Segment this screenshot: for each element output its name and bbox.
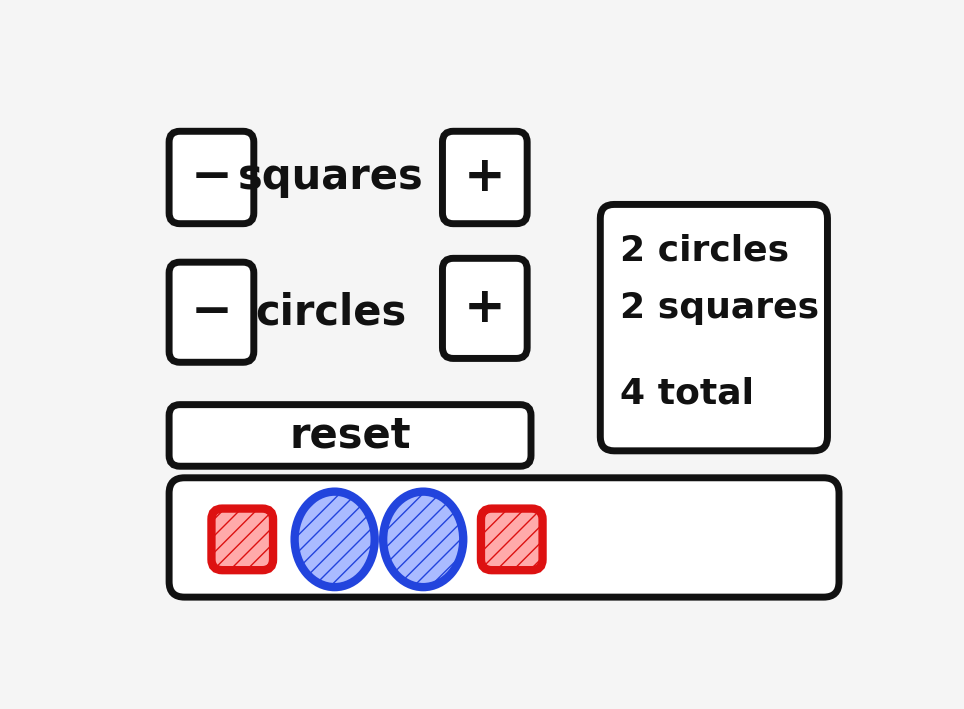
Ellipse shape — [383, 491, 464, 587]
Text: reset: reset — [289, 415, 411, 457]
Text: circles: circles — [255, 291, 407, 333]
Text: +: + — [464, 153, 506, 201]
FancyBboxPatch shape — [481, 508, 543, 570]
Text: 2 circles: 2 circles — [620, 234, 789, 267]
FancyBboxPatch shape — [442, 131, 527, 223]
FancyBboxPatch shape — [169, 131, 254, 223]
FancyBboxPatch shape — [442, 258, 527, 359]
Text: 4 total: 4 total — [620, 376, 754, 410]
FancyBboxPatch shape — [211, 508, 273, 570]
FancyBboxPatch shape — [169, 262, 254, 362]
FancyBboxPatch shape — [601, 204, 827, 451]
Text: −: − — [191, 153, 232, 201]
Text: 2 squares: 2 squares — [620, 291, 818, 325]
Text: −: − — [191, 289, 232, 336]
FancyBboxPatch shape — [169, 405, 531, 467]
FancyBboxPatch shape — [169, 478, 839, 597]
Text: squares: squares — [238, 157, 424, 199]
Ellipse shape — [295, 491, 375, 587]
Text: +: + — [464, 284, 506, 333]
